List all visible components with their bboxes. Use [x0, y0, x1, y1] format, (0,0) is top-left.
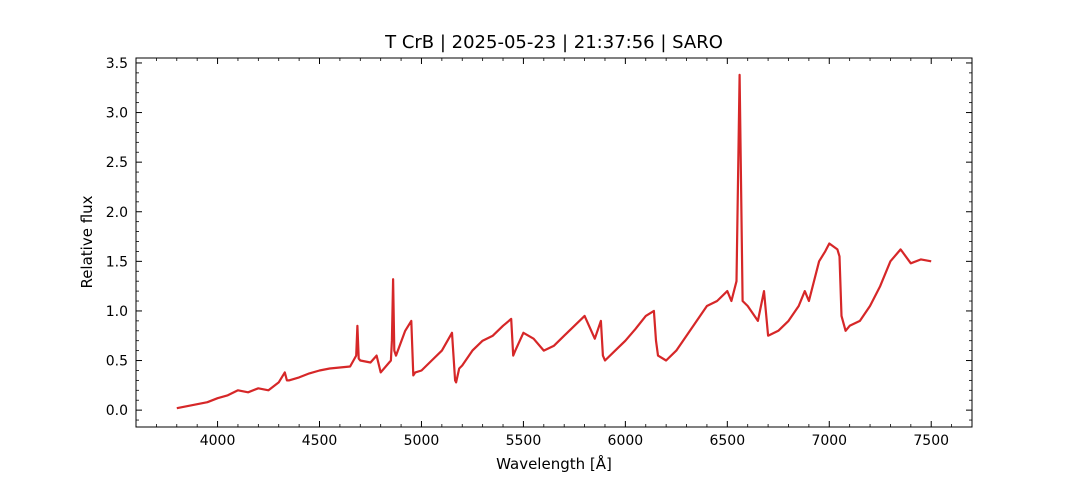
- y-tick-label: 3.5: [106, 56, 128, 72]
- y-tick-label: 0.5: [106, 354, 128, 370]
- x-tick-label: 4500: [302, 433, 338, 449]
- y-tick-label: 0.0: [106, 403, 128, 419]
- y-tick-label: 3.0: [106, 106, 128, 122]
- y-tick-label: 1.5: [106, 254, 128, 270]
- plot-area: [176, 73, 932, 410]
- y-axis-label: Relative flux: [78, 195, 96, 288]
- x-tick-label: 6500: [709, 433, 745, 449]
- y-tick-label: 2.0: [106, 205, 128, 221]
- plot-frame: [135, 57, 973, 428]
- x-axis-label: Wavelength [Å]: [496, 454, 612, 473]
- y-tick-label: 2.5: [106, 155, 128, 171]
- x-tick-label: 4000: [200, 433, 236, 449]
- x-tick-label: 6000: [608, 433, 644, 449]
- x-tick-label: 5000: [404, 433, 440, 449]
- y-axis: 0.0 0.5 1.0 1.5 2.0 2.5 3.0 3.5: [106, 56, 972, 421]
- x-tick-label: 7500: [913, 433, 949, 449]
- chart-title: T CrB | 2025-05-23 | 21:37:56 | SARO: [384, 32, 723, 53]
- x-tick-label: 7000: [811, 433, 847, 449]
- y-tick-label: 1.0: [106, 304, 128, 320]
- x-tick-label: 5500: [506, 433, 542, 449]
- x-axis: 4000 4500 5000 5500 6000 6500 7000 7500: [155, 58, 953, 449]
- spectrum-series-line: [176, 73, 932, 410]
